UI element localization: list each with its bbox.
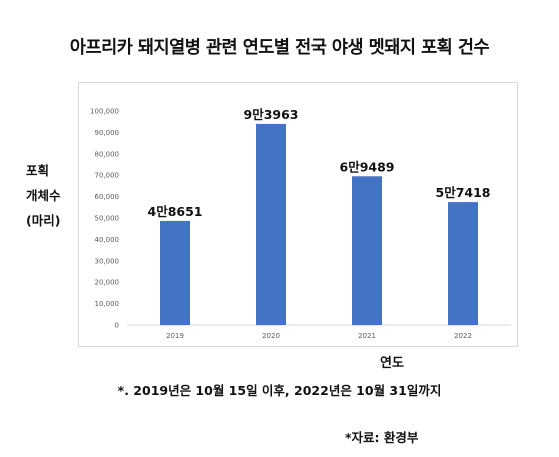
- y-tick-label: 50,000: [95, 215, 120, 223]
- y-tick-label: 10,000: [95, 300, 120, 308]
- x-tick-label: 2019: [166, 332, 184, 340]
- y-tick-label: 20,000: [95, 279, 120, 287]
- x-tick-label: 2021: [358, 332, 376, 340]
- bar-2022: [448, 202, 478, 325]
- y-axis-label: 포획 개체수 (마리): [26, 158, 74, 233]
- y-tick-label: 80,000: [95, 150, 120, 158]
- y-axis-label-line-2: 개체수: [26, 188, 61, 203]
- x-tick-label: 2020: [262, 332, 280, 340]
- bar-2019: [160, 220, 190, 325]
- y-tick-label: 90,000: [95, 129, 120, 137]
- y-tick-label: 40,000: [95, 236, 120, 244]
- bar-2021: [352, 176, 382, 325]
- bar-2020: [256, 123, 286, 325]
- plot-area: 0 10,000 20,000 30,000 40,000 50,000 60,000 70,…: [78, 82, 518, 347]
- data-label: 4만8651: [148, 204, 203, 219]
- source-note: *자료: 환경부: [345, 430, 419, 445]
- y-tick-label: 30,000: [95, 257, 120, 265]
- y-axis-label-line-1: 포획: [26, 163, 50, 178]
- chart-title: 아프리카 돼지열병 관련 연도별 전국 야생 멧돼지 포획 건수: [69, 38, 490, 58]
- data-label: 6만9489: [340, 159, 395, 174]
- y-tick-label: 100,000: [90, 108, 119, 116]
- bar-chart: 0 10,000 20,000 30,000 40,000 50,000 60,000 70,…: [90, 107, 511, 340]
- y-tick-label: 70,000: [95, 172, 120, 180]
- data-label: 9만3963: [244, 107, 299, 122]
- x-tick-label: 2022: [454, 332, 472, 340]
- y-tick-label: 0: [115, 322, 119, 330]
- data-label: 5만7418: [436, 185, 491, 200]
- x-axis-label: 연도: [380, 356, 404, 371]
- y-axis-label-line-3: (마리): [26, 213, 61, 228]
- y-tick-label: 60,000: [95, 193, 120, 201]
- footnote: *. 2019년은 10월 15일 이후, 2022년은 10월 31일까지: [117, 383, 442, 398]
